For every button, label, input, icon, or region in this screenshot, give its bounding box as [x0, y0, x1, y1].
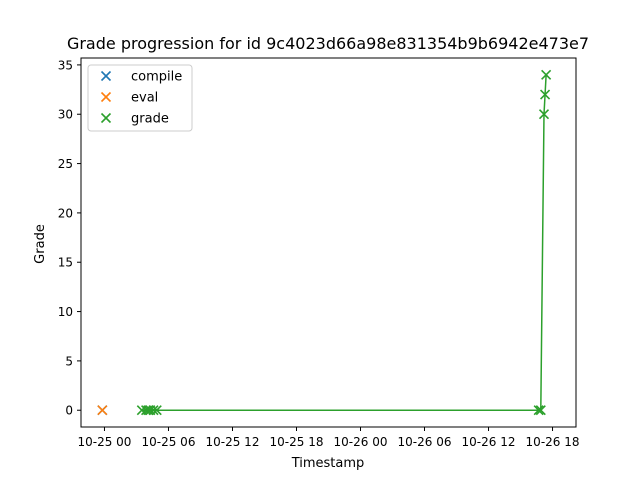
y-tick-label: 20 — [58, 206, 73, 220]
y-tick-label: 5 — [65, 354, 73, 368]
x-axis-label: Timestamp — [291, 456, 365, 471]
legend-marker-compile — [100, 70, 112, 82]
y-axis-label: Grade — [33, 224, 48, 264]
x-tick-label: 10-26 18 — [526, 435, 580, 449]
y-tick-label: 10 — [58, 305, 73, 319]
x-tick-label: 10-25 00 — [77, 435, 131, 449]
x-tick-label: 10-25 18 — [270, 435, 324, 449]
data-point-grade — [141, 405, 152, 416]
marker-stroke — [141, 405, 152, 416]
data-point-grade — [541, 69, 552, 80]
data-point-grade — [148, 405, 159, 416]
legend-label-compile: compile — [131, 70, 182, 85]
data-point-grade — [533, 405, 544, 416]
legend-marker-grade — [100, 112, 112, 124]
chart-title: Grade progression for id 9c4023d66a98e83… — [67, 34, 589, 53]
plot-area: 10-25 00 10-25 06 10-25 12 10-25 18 10-26 00… — [58, 57, 580, 449]
marker-stroke — [100, 70, 112, 82]
data-point-grade — [151, 405, 162, 416]
y-tick-label: 30 — [58, 108, 73, 122]
y-tick-label: 25 — [58, 157, 73, 171]
x-tick-label: 10-26 12 — [462, 435, 516, 449]
legend-label-grade: grade — [131, 112, 169, 127]
y-tick-label: 0 — [65, 404, 73, 418]
marker-stroke — [100, 91, 112, 103]
marker-stroke — [148, 405, 159, 416]
axes-frame — [80, 57, 577, 428]
marker-stroke — [539, 89, 551, 100]
x-tick-label: 10-26 00 — [334, 435, 388, 449]
legend-box — [87, 64, 193, 132]
marker-stroke — [151, 405, 162, 416]
marker-stroke — [541, 69, 552, 80]
marker-stroke — [97, 405, 108, 416]
legend: compile eval grade — [87, 64, 193, 132]
x-tick-label: 10-25 12 — [206, 435, 260, 449]
y-tick-label: 35 — [58, 58, 73, 72]
x-tick-label: 10-25 06 — [142, 435, 196, 449]
marker-stroke — [100, 112, 112, 124]
data-point-grade — [539, 89, 551, 100]
marker-stroke — [533, 405, 544, 416]
data-point-grade — [535, 405, 546, 416]
marker-stroke — [535, 405, 546, 416]
data-point-eval — [97, 405, 108, 416]
marker-stroke — [538, 109, 550, 120]
data-point-grade — [538, 109, 550, 120]
x-tick-label: 10-26 06 — [398, 435, 452, 449]
legend-label-eval: eval — [131, 91, 158, 106]
legend-marker-eval — [100, 91, 112, 103]
y-tick-label: 15 — [58, 256, 73, 270]
